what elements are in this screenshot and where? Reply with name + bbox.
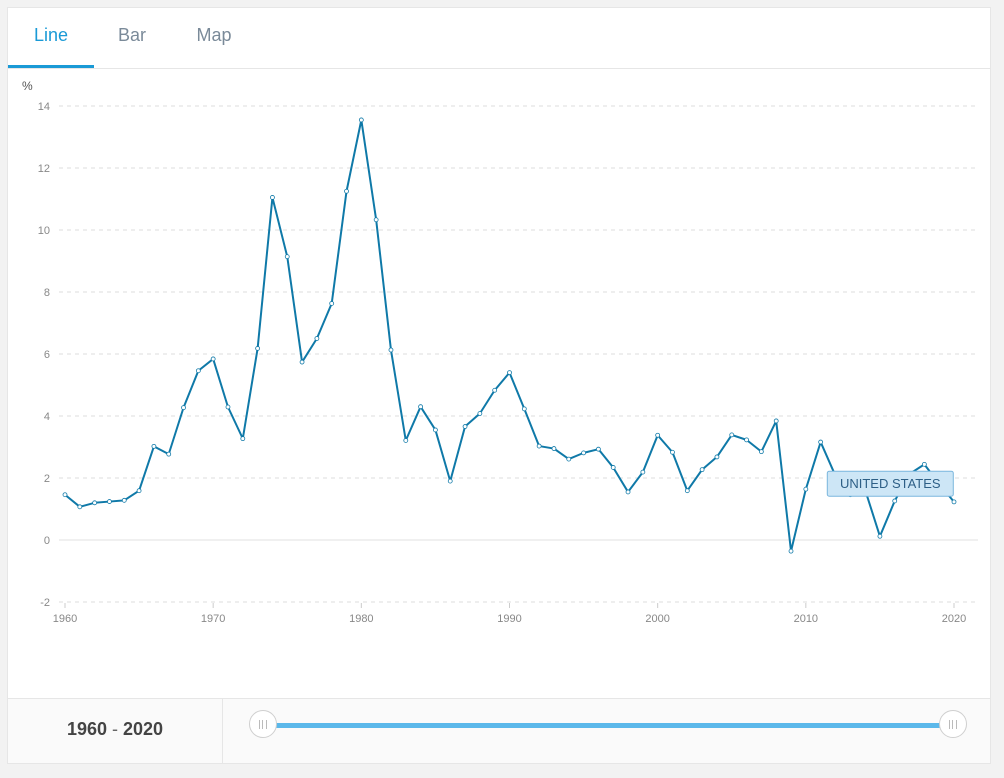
range-start-handle[interactable] xyxy=(249,710,277,738)
data-point xyxy=(507,370,512,376)
data-point xyxy=(492,387,498,393)
data-point xyxy=(640,469,646,475)
y-axis-unit-label: % xyxy=(22,79,33,93)
y-tick-label: 6 xyxy=(44,349,50,361)
data-point xyxy=(403,438,409,443)
data-point xyxy=(758,449,764,455)
tab-bar: Line Bar Map xyxy=(8,8,990,69)
x-tick-label: 2010 xyxy=(794,613,818,625)
x-tick-label: 1980 xyxy=(349,613,373,625)
y-tick-label: 2 xyxy=(44,473,50,485)
series-label-box xyxy=(826,470,954,497)
tab-bar-chart[interactable]: Bar xyxy=(117,25,146,45)
x-tick-label: 1960 xyxy=(53,613,77,625)
year-range-slider-track[interactable] xyxy=(263,723,953,728)
data-point xyxy=(329,301,335,306)
data-point xyxy=(151,443,157,449)
data-point xyxy=(107,499,112,504)
chart-area: % -2 0 2 4 6 8 10 12 14 1960 1970 1980 1990 2000 2010 20… xyxy=(8,68,992,700)
data-point xyxy=(166,451,172,457)
x-tick-label: 1990 xyxy=(497,613,521,625)
data-point xyxy=(92,500,98,506)
grip-icon xyxy=(259,720,267,729)
data-point xyxy=(921,461,927,467)
data-point xyxy=(240,436,246,442)
data-point xyxy=(670,449,675,455)
x-tick-label: 2000 xyxy=(645,613,669,625)
chart-card: Line Bar Map % -2 0 2 4 6 8 10 12 14 1960 1970 1980 1… xyxy=(7,7,991,764)
y-tick-label: 8 xyxy=(44,287,50,299)
data-point xyxy=(136,488,142,494)
data-point xyxy=(195,368,201,374)
data-point xyxy=(536,443,542,449)
data-point xyxy=(62,492,68,498)
data-point xyxy=(373,217,379,223)
data-point xyxy=(551,446,557,451)
series-label: UNITED STATES xyxy=(826,470,954,497)
data-point xyxy=(181,405,186,411)
range-end-handle[interactable] xyxy=(939,710,967,738)
data-point xyxy=(951,499,957,505)
data-point xyxy=(270,195,275,200)
data-point xyxy=(299,359,305,365)
grip-icon xyxy=(949,720,957,729)
tab-line[interactable]: Line xyxy=(8,8,94,68)
data-point xyxy=(433,427,438,433)
data-point xyxy=(447,478,453,484)
data-point xyxy=(314,336,320,341)
data-point xyxy=(358,117,364,123)
data-point xyxy=(77,504,83,510)
data-point xyxy=(121,497,127,503)
data-point xyxy=(877,533,883,539)
data-point xyxy=(773,418,779,424)
y-tick-label: 10 xyxy=(38,225,50,237)
range-end-year: 2020 xyxy=(123,719,164,739)
data-point xyxy=(566,456,572,462)
data-point xyxy=(803,486,809,492)
line-chart: % -2 0 2 4 6 8 10 12 14 1960 1970 1980 1990 2000 2010 20… xyxy=(22,79,978,625)
range-separator: - xyxy=(112,719,118,739)
data-point xyxy=(225,404,231,410)
data-point xyxy=(699,467,705,473)
data-point xyxy=(596,446,601,452)
data-point xyxy=(581,450,586,456)
data-point xyxy=(255,346,261,351)
series-label-text: UNITED STATES xyxy=(840,476,941,491)
range-start-year: 1960 xyxy=(66,719,107,739)
data-point xyxy=(744,437,749,443)
data-point xyxy=(418,404,424,410)
x-tick-label: 1970 xyxy=(201,613,225,625)
y-tick-label: 12 xyxy=(38,163,50,175)
tab-map[interactable]: Map xyxy=(196,25,232,45)
data-point xyxy=(388,347,394,353)
data-point xyxy=(788,548,794,554)
data-point xyxy=(655,432,661,438)
y-tick-label: 4 xyxy=(44,411,50,423)
data-point xyxy=(344,188,349,194)
x-tick-label: 2020 xyxy=(942,613,966,625)
data-point xyxy=(462,424,468,429)
y-tick-label: 14 xyxy=(38,101,50,113)
year-range-label: 1960 - 2020 xyxy=(8,699,223,763)
data-point xyxy=(714,454,720,460)
data-point xyxy=(625,489,631,495)
series-line xyxy=(64,118,955,553)
data-point xyxy=(284,254,290,260)
data-point xyxy=(210,356,216,362)
data-point xyxy=(610,465,616,470)
data-point xyxy=(729,432,735,438)
y-tick-label: 0 xyxy=(44,535,50,547)
range-footer: 1960 - 2020 xyxy=(8,698,990,763)
data-point xyxy=(818,439,824,445)
data-point xyxy=(892,498,898,504)
y-tick-label: -2 xyxy=(40,597,50,609)
data-point xyxy=(521,406,527,412)
data-point xyxy=(684,488,690,494)
data-point xyxy=(477,411,483,416)
